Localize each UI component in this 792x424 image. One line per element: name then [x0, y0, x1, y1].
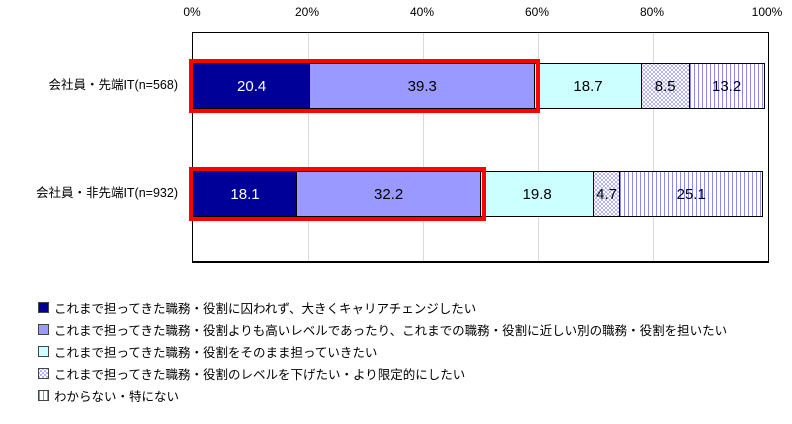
legend-label: わからない・特にない [54, 389, 180, 404]
x-axis-tick: 100% [751, 5, 783, 19]
legend-item: わからない・特にない [38, 384, 727, 406]
plot-area: 20.4 39.3 18.7 8.5 13.2 18.1 32.2 19.8 4.7 25.1 [189, 32, 769, 263]
bar-segment: 13.2 [688, 63, 765, 109]
bar-segment: 18.1 [193, 171, 298, 217]
category-label: 会社員・先端IT(n=568) [48, 78, 178, 92]
legend-label: これまで担ってきた職務・役割に囚われず、大きくキャリアチェンジしたい [54, 301, 477, 316]
x-axis-tick: 0% [183, 5, 201, 19]
bar-segment: 39.3 [309, 63, 536, 109]
legend-marker [38, 301, 49, 313]
legend-label: これまで担ってきた職務・役割よりも高いレベルであったり、これまでの職務・役割に近… [54, 323, 728, 338]
bar-row: 20.4 39.3 18.7 8.5 13.2 [189, 59, 768, 113]
bar-row: 18.1 32.2 19.8 4.7 25.1 [189, 167, 768, 221]
legend-label: これまで担ってきた職務・役割をそのまま担っていきたい [54, 345, 378, 360]
legend-item: これまで担ってきた職務・役割よりも高いレベルであったり、これまでの職務・役割に近… [38, 318, 727, 340]
legend: これまで担ってきた職務・役割に囚われず、大きくキャリアチェンジしたい これまで担っ… [38, 296, 727, 406]
x-axis: 0% 20% 40% 60% 80% 100% [183, 4, 782, 20]
gridline [653, 33, 654, 261]
legend-marker [38, 367, 49, 379]
x-axis-tick: 40% [409, 5, 435, 19]
x-axis-tick: 80% [639, 5, 665, 19]
bar-segment: 19.8 [480, 171, 595, 217]
x-axis-tick: 60% [524, 5, 550, 19]
bar-segment: 32.2 [296, 171, 482, 217]
legend-marker [38, 323, 49, 335]
category-label: 会社員・非先端IT(n=932) [35, 186, 178, 200]
legend-label: これまで担ってきた職務・役割のレベルを下げたい・より限定的にしたい [54, 367, 466, 382]
legend-item: これまで担ってきた職務・役割をそのまま担っていきたい [38, 340, 727, 362]
bar-segment: 4.7 [593, 171, 621, 217]
bar-segment: 20.4 [193, 63, 311, 109]
x-axis-tick: 20% [294, 5, 320, 19]
gridline [308, 33, 309, 261]
legend-item: これまで担ってきた職務・役割のレベルを下げたい・より限定的にしたい [38, 362, 727, 384]
gridline [538, 33, 539, 261]
legend-item: これまで担ってきた職務・役割に囚われず、大きくキャリアチェンジしたい [38, 296, 727, 318]
bar-segment: 25.1 [619, 171, 764, 217]
legend-marker [38, 389, 49, 401]
legend-marker [38, 345, 49, 357]
bar-segment: 8.5 [640, 63, 690, 109]
gridline [423, 33, 424, 261]
bar-segment: 18.7 [534, 63, 642, 109]
